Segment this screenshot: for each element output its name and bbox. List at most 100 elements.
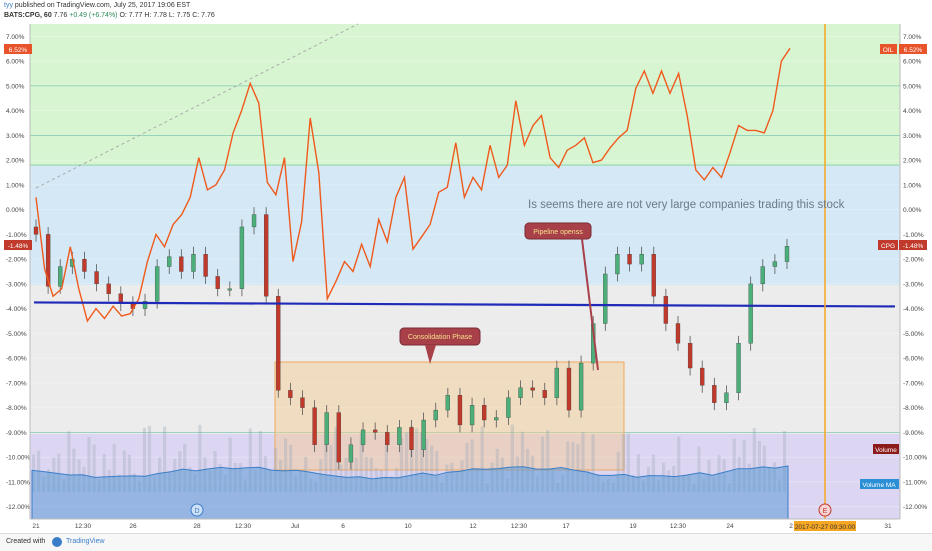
left-tick-label: 7.00%	[6, 34, 25, 41]
author-name[interactable]: tyy	[4, 2, 13, 9]
candle-body	[639, 254, 644, 265]
volume-bar	[651, 454, 656, 492]
support-line[interactable]	[33, 301, 896, 308]
volume-bar	[742, 439, 746, 492]
cpg-right-label	[878, 240, 898, 250]
volume-bar	[183, 443, 187, 492]
cpg-right-tag-text: -1.48%	[903, 243, 924, 250]
right-tick-label: -12.00%	[903, 504, 927, 511]
right-tick-label: -10.00%	[903, 455, 927, 462]
right-tick-label: 6.00%	[903, 59, 922, 66]
left-tick-label: -5.00%	[6, 331, 27, 338]
consolidation-box[interactable]	[274, 361, 625, 471]
volume-bar	[349, 454, 353, 492]
volume-bar	[359, 433, 363, 492]
price-change: +0.49 (+6.74%)	[69, 12, 118, 19]
right-tick-label: -9.00%	[903, 430, 924, 437]
candle-body	[251, 214, 257, 228]
left-tick-label: -10.00%	[6, 455, 30, 462]
left-tick-label: -12.00%	[6, 504, 30, 511]
volume-bar	[324, 443, 328, 492]
candle-body	[445, 395, 450, 411]
candle-body	[542, 390, 547, 398]
candle-body	[651, 254, 656, 297]
candle-body	[288, 390, 293, 398]
right-tick-label: -4.00%	[903, 306, 924, 313]
volume-bar	[520, 431, 525, 492]
earnings-event-label: E	[823, 508, 828, 515]
pipeline-callout-text: Pipeline openss	[533, 229, 583, 236]
crosshair-date-tag	[794, 521, 856, 531]
volume-bar	[732, 438, 736, 492]
candle-body	[724, 392, 729, 403]
volume-tag-text: Volume	[875, 447, 897, 454]
candle-body	[373, 429, 378, 433]
volume-tag	[873, 444, 899, 454]
volume-bar	[147, 425, 152, 492]
volume-bar	[581, 431, 585, 492]
candle-body	[784, 246, 790, 262]
volume-bar	[425, 439, 429, 492]
candle-body	[712, 385, 717, 403]
horizontal-levels	[30, 85, 900, 433]
right-tick-label: -5.00%	[903, 331, 924, 338]
candle-body	[675, 323, 681, 344]
volume-bar	[87, 437, 91, 492]
volume-bar	[248, 428, 252, 492]
right-tick-label: 1.00%	[903, 182, 922, 189]
candle-body	[700, 367, 705, 386]
volume-bar	[163, 426, 167, 492]
trend-line[interactable]	[35, 23, 359, 189]
dividend-event-label: D	[194, 508, 199, 515]
left-tick-label: -2.00%	[6, 257, 27, 264]
left-price-axis[interactable]: 7.00% 6.00% 5.00% 4.00% 3.00% 2.00% 1.00% 0.00%…	[6, 34, 30, 511]
right-price-axis[interactable]: 7.00% 6.00% 5.00% 4.00% 3.00% 2.00% 1.00% 0.00%…	[903, 34, 927, 511]
pipeline-pointer	[581, 238, 599, 371]
right-tick-label: -7.00%	[903, 380, 924, 387]
volume-bar	[142, 427, 147, 492]
zone-blue	[30, 166, 900, 285]
note-annotation[interactable]: Is seems there are not very large compan…	[528, 199, 845, 211]
right-tick-label: -2.00%	[903, 257, 924, 264]
time-tick-label: 10	[404, 523, 412, 530]
oil-series-line	[35, 47, 791, 323]
crosshair-date-text: 2017-07-27 09:30:00	[795, 524, 856, 531]
consolidation-callout[interactable]	[399, 327, 481, 346]
time-axis[interactable]: 21 12:30 26 28 12:30 Jul 6 10 12 12:30 17 19 12:30 24…	[32, 523, 892, 530]
candle-body	[530, 387, 535, 391]
cpg-candles	[33, 207, 790, 470]
earnings-event-marker[interactable]	[818, 503, 832, 517]
time-tick-label: 26	[129, 523, 137, 530]
cpg-left-tag-text: -1.48%	[8, 243, 29, 250]
candle-body	[518, 387, 523, 398]
volume-bar	[636, 454, 640, 492]
candle-body	[239, 226, 245, 289]
candle-body	[179, 256, 184, 272]
volume-bar	[344, 457, 348, 492]
time-tick-label: 17	[562, 523, 570, 530]
candle-body	[482, 404, 487, 421]
left-tick-label: 6.00%	[6, 59, 25, 66]
dividend-event-marker[interactable]	[190, 503, 204, 517]
price-chart[interactable]: Is seems there are not very large compan…	[0, 0, 932, 533]
candle-body	[687, 343, 693, 369]
volume-bar	[480, 426, 484, 492]
volume-bar	[369, 457, 373, 492]
candle-body	[760, 266, 765, 285]
candle-body	[142, 301, 148, 309]
volume-bar	[510, 424, 514, 492]
tradingview-brand-link[interactable]: TradingView	[66, 538, 105, 545]
candle-body	[336, 412, 341, 463]
time-tick-label: 12:30	[235, 523, 252, 530]
tradingview-logo-icon	[52, 537, 62, 547]
volume-bar	[72, 448, 76, 492]
right-tick-label: 2.00%	[903, 158, 922, 165]
left-tick-label: 5.00%	[6, 83, 25, 90]
candle-body	[494, 417, 499, 421]
right-tick-label: 4.00%	[903, 108, 922, 115]
candle-body	[167, 256, 172, 267]
candle-body	[663, 296, 669, 324]
candle-body	[154, 266, 160, 302]
pipeline-callout[interactable]	[524, 222, 592, 240]
